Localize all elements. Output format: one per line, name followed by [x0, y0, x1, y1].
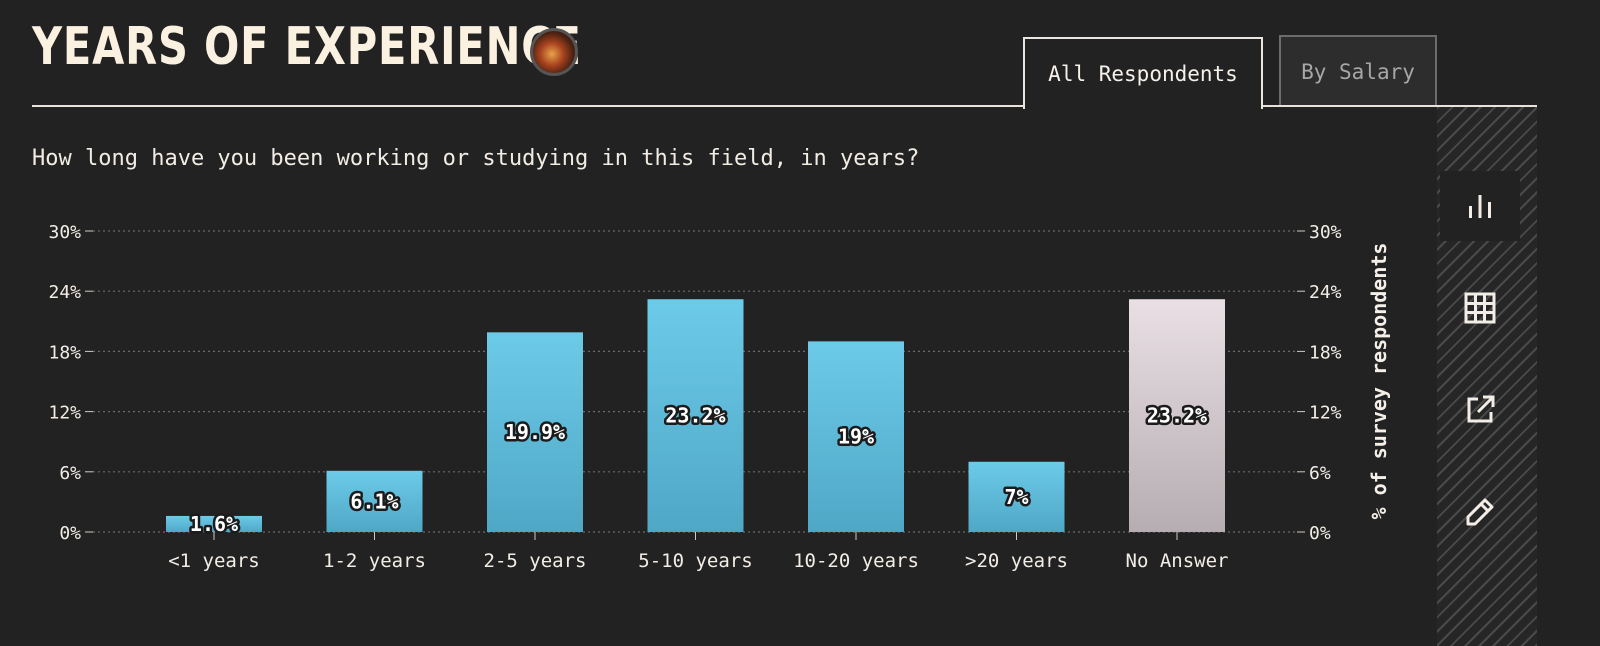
x-tick-label: 5-10 years: [638, 550, 752, 572]
y-tick-label-left: 30%: [48, 222, 81, 243]
y-tick-label-right: 6%: [1309, 463, 1331, 484]
header: YEARS OF EXPERIENCE All Respondents By S…: [0, 0, 1600, 110]
data-label: 7%: [1004, 485, 1028, 509]
bar[interactable]: [968, 461, 1065, 532]
x-tick-label: No Answer: [1126, 550, 1229, 572]
bar-chart-icon: [1469, 195, 1491, 218]
y-tick-label-left: 18%: [48, 342, 81, 363]
data-label: 19%: [838, 425, 874, 449]
data-label: 23.2%: [1147, 404, 1207, 428]
y-tick-label-left: 6%: [59, 463, 81, 484]
table-icon: [1464, 292, 1496, 324]
x-tick-label: 10-20 years: [793, 550, 919, 572]
bar[interactable]: [487, 332, 583, 532]
y-tick-label-right: 30%: [1309, 222, 1342, 243]
question-text: How long have you been working or studyi…: [32, 146, 920, 171]
x-tick-label: >20 years: [965, 550, 1068, 572]
y-tick-label-right: 0%: [1309, 523, 1331, 544]
x-tick-label: 2-5 years: [484, 550, 587, 572]
page-title: YEARS OF EXPERIENCE: [32, 17, 582, 77]
bar[interactable]: [647, 299, 744, 532]
y-tick-label-right: 12%: [1309, 403, 1342, 424]
y-tick-label-right: 18%: [1309, 342, 1342, 363]
y-tick-label-right: 24%: [1309, 282, 1342, 303]
edit-button[interactable]: [1440, 477, 1520, 547]
y-tick-label-left: 24%: [48, 282, 81, 303]
pencil-icon: [1466, 498, 1494, 526]
table-view-button[interactable]: [1440, 273, 1520, 343]
y-axis-title: % of survey respondents: [1367, 242, 1391, 520]
tab-by-salary[interactable]: By Salary: [1279, 35, 1437, 107]
data-label: 23.2%: [665, 404, 725, 428]
tab-all-respondents[interactable]: All Respondents: [1023, 37, 1263, 109]
y-tick-label-left: 12%: [48, 403, 81, 424]
bar-chart: 0% 0% 6% 6% 12% 12% 18% 18% 24% 24% 30% 30% <1 year…: [48, 222, 1342, 572]
share-button[interactable]: [1440, 375, 1520, 445]
bar[interactable]: [1129, 299, 1225, 532]
data-label: 19.9%: [505, 420, 565, 444]
data-label: 1.6%: [190, 512, 238, 536]
header-divider: [32, 105, 1537, 107]
data-label: 6.1%: [350, 489, 398, 513]
avatar[interactable]: [530, 28, 578, 76]
bar[interactable]: [326, 470, 423, 532]
bar[interactable]: [808, 341, 904, 532]
x-tick-label: <1 years: [168, 550, 260, 572]
bar[interactable]: [166, 515, 262, 532]
external-link-icon: [1467, 395, 1495, 423]
y-tick-label-left: 0%: [59, 523, 81, 544]
x-tick-label: 1-2 years: [323, 550, 426, 572]
chart-view-button[interactable]: [1440, 171, 1520, 241]
